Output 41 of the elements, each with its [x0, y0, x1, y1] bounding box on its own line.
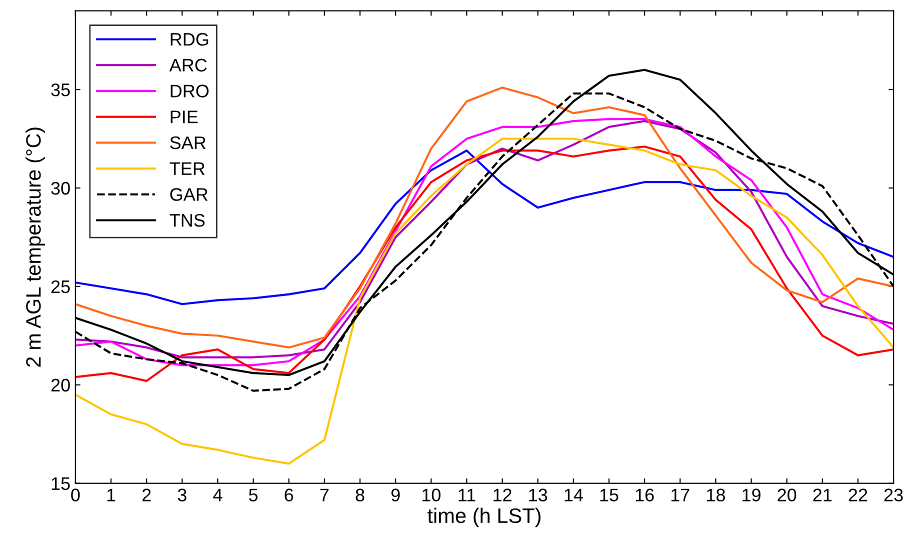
x-tick-label: 21	[813, 488, 832, 502]
x-tick-label: 20	[778, 488, 796, 502]
x-tick-label: 11	[458, 488, 476, 502]
y-tick-label: 30	[51, 182, 70, 195]
legend-label: RDG	[170, 32, 208, 46]
x-axis-title: time (h LST)	[428, 508, 541, 528]
x-tick-label: 5	[248, 488, 258, 502]
y-tick-label: 25	[51, 280, 70, 294]
legend-label: PIE	[170, 110, 198, 124]
x-tick-label: 8	[356, 488, 364, 502]
legend-label: GAR	[170, 188, 208, 201]
x-tick-label: 10	[422, 488, 440, 502]
line-series	[75, 138, 894, 465]
x-tick-label: 12	[494, 488, 512, 502]
y-axis-title: 2 m AGL temperature (°C)	[26, 128, 45, 367]
x-tick-label: 14	[564, 488, 583, 502]
y-tick-label: 15	[52, 477, 70, 490]
legend-label: TNS	[170, 214, 205, 227]
x-tick-label: 7	[320, 488, 329, 502]
legend-label: SAR	[170, 136, 206, 150]
legend-label: TER	[170, 162, 205, 175]
x-tick-label: 4	[213, 488, 222, 502]
x-tick-label: 13	[529, 488, 548, 502]
x-tick-label: 18	[707, 488, 725, 502]
x-tick-label: 2	[142, 488, 151, 502]
legend-label: ARC	[169, 58, 207, 72]
x-tick-label: 3	[178, 488, 186, 502]
x-tick-label: 9	[391, 488, 400, 502]
legend-label: DRO	[170, 84, 209, 98]
x-tick-label: 0	[71, 488, 80, 502]
y-tick-label: 20	[51, 378, 70, 392]
x-tick-label: 16	[636, 488, 654, 502]
x-tick-label: 23	[884, 488, 903, 502]
x-tick-label: 19	[742, 488, 760, 502]
y-tick-label: 35	[51, 83, 70, 96]
x-tick-label: 6	[284, 488, 294, 502]
line-series	[75, 150, 894, 306]
x-tick-label: 15	[600, 488, 618, 502]
x-tick-label: 1	[107, 488, 116, 502]
x-tick-label: 22	[848, 488, 868, 502]
x-tick-label: 17	[671, 488, 690, 502]
